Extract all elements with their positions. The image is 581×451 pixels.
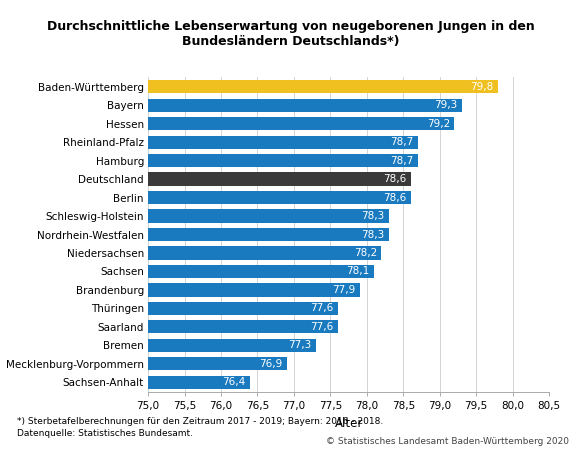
Bar — [148, 283, 360, 297]
Text: 79,8: 79,8 — [471, 82, 494, 92]
X-axis label: Alter: Alter — [335, 417, 363, 430]
Text: 78,3: 78,3 — [361, 230, 384, 239]
Text: 78,2: 78,2 — [354, 248, 377, 258]
Bar — [148, 228, 389, 241]
Text: *) Sterbetafelberechnungen für den Zeitraum 2017 - 2019; Bayern: 2016 - 2018.: *) Sterbetafelberechnungen für den Zeitr… — [17, 417, 383, 426]
Text: 76,9: 76,9 — [259, 359, 282, 369]
Bar — [148, 172, 411, 186]
Bar — [148, 265, 374, 278]
Bar — [148, 339, 316, 352]
Bar — [148, 154, 418, 167]
Text: 77,9: 77,9 — [332, 285, 355, 295]
Bar — [148, 117, 454, 130]
Bar — [148, 246, 381, 260]
Text: 78,7: 78,7 — [390, 156, 414, 166]
Bar — [148, 376, 250, 389]
Text: 78,1: 78,1 — [346, 267, 370, 276]
Text: Durchschnittliche Lebenserwartung von neugeborenen Jungen in den
Bundesländern D: Durchschnittliche Lebenserwartung von ne… — [46, 20, 535, 48]
Text: 77,6: 77,6 — [310, 322, 333, 332]
Bar — [148, 209, 389, 223]
Text: Datenquelle: Statistisches Bundesamt.: Datenquelle: Statistisches Bundesamt. — [17, 429, 193, 438]
Text: 78,3: 78,3 — [361, 211, 384, 221]
Bar — [148, 80, 498, 93]
Text: 79,2: 79,2 — [426, 119, 450, 129]
Bar — [148, 357, 286, 370]
Text: 77,6: 77,6 — [310, 304, 333, 313]
Text: © Statistisches Landesamt Baden-Württemberg 2020: © Statistisches Landesamt Baden-Württemb… — [327, 437, 569, 446]
Text: 78,7: 78,7 — [390, 137, 414, 147]
Bar — [148, 136, 418, 149]
Bar — [148, 191, 411, 204]
Text: 78,6: 78,6 — [383, 174, 406, 184]
Text: 79,3: 79,3 — [434, 100, 457, 110]
Text: 77,3: 77,3 — [288, 341, 311, 350]
Text: 76,4: 76,4 — [223, 377, 246, 387]
Text: 78,6: 78,6 — [383, 193, 406, 202]
Bar — [148, 320, 338, 333]
Bar — [148, 99, 461, 112]
Bar — [148, 302, 338, 315]
